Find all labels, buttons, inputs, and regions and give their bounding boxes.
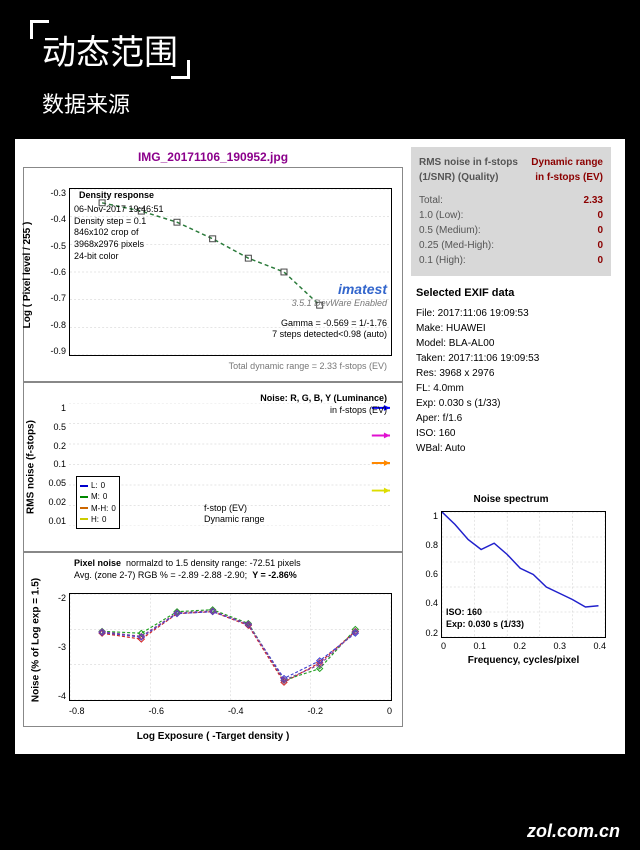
total-dr: Total dynamic range = 2.33 f-stops (EV) xyxy=(229,361,387,373)
exif-title: Selected EXIF data xyxy=(416,281,606,306)
chart1-info: 06-Nov-2017 19:46:51Density step = 0.184… xyxy=(74,204,164,262)
chart2-title: Noise: R, G, B, Y (Luminance) in f-stops… xyxy=(260,393,387,416)
main-title: 动态范围 xyxy=(30,20,190,79)
header: 动态范围 数据来源 xyxy=(0,0,640,129)
charts-column: IMG_20171106_190952.jpg Log ( Pixel leve… xyxy=(23,147,403,746)
chart2-legend: L:0M:0M-H:0H:0 xyxy=(76,476,120,529)
subtitle: 数据来源 xyxy=(30,87,610,119)
spectrum-xlabel: Frequency, cycles/pixel xyxy=(441,655,606,666)
chart2-ylabel: RMS noise (f-stops) xyxy=(25,420,36,514)
chart3-xlabel: Log Exposure ( -Target density ) xyxy=(23,727,403,746)
imatest-logo: imatest 3.5.1 DevWare Enabled xyxy=(292,280,387,310)
spectrum-xticks: 00.10.20.30.4 xyxy=(441,641,606,651)
rms-info-box: RMS noise in f-stops (1/SNR) (Quality) D… xyxy=(411,147,611,276)
density-chart: Log ( Pixel level / 255 ) -0.3-0.4-0.5-0… xyxy=(23,167,403,382)
chart3-ylabel: Noise (% of Log exp = 1.5) xyxy=(31,577,42,701)
chart3-plot xyxy=(69,593,392,701)
chart2-fstop: f-stop (EV) Dynamic range xyxy=(204,503,265,526)
pixel-noise-chart: Noise (% of Log exp = 1.5) -2-3-4 Pixel … xyxy=(23,552,403,727)
side-column: RMS noise in f-stops (1/SNR) (Quality) D… xyxy=(411,147,611,746)
chart3-yticks: -2-3-4 xyxy=(44,593,66,701)
noise-chart: RMS noise (f-stops) 10.50.20.10.050.020.… xyxy=(23,382,403,552)
spectrum-chart: Noise spectrum 10.80.60.40.2 ISO: 160 Ex… xyxy=(411,491,611,666)
chart1-yticks: -0.3-0.4-0.5-0.6-0.7-0.8-0.9 xyxy=(44,188,66,356)
main-panel: IMG_20171106_190952.jpg Log ( Pixel leve… xyxy=(15,139,625,754)
chart3-svg xyxy=(70,594,391,700)
chart2-yticks: 10.50.20.10.050.020.01 xyxy=(44,403,66,526)
rms-title: RMS noise in f-stops (1/SNR) (Quality) xyxy=(419,155,520,185)
spectrum-yticks: 10.80.60.40.2 xyxy=(416,511,438,638)
spectrum-title: Noise spectrum xyxy=(411,491,611,508)
dr-title: Dynamic range in f-stops (EV) xyxy=(529,155,603,185)
gamma-info: Gamma = -0.569 = 1/-1.76 7 steps detecte… xyxy=(272,318,387,341)
chart1-ylabel: Log ( Pixel level / 255 ) xyxy=(22,221,33,328)
spectrum-iso: ISO: 160 Exp: 0.030 s (1/33) xyxy=(446,607,524,630)
footer-watermark: zol.com.cn xyxy=(527,821,620,842)
chart3-header: Pixel noise normalzd to 1.5 density rang… xyxy=(74,558,301,581)
exif-box: Selected EXIF data File: 2017:11:06 19:0… xyxy=(411,276,611,461)
file-title: IMG_20171106_190952.jpg xyxy=(23,147,403,167)
density-label: Density response xyxy=(79,190,154,202)
chart3-xticks: -0.8-0.6-0.4-0.20 xyxy=(69,706,392,716)
